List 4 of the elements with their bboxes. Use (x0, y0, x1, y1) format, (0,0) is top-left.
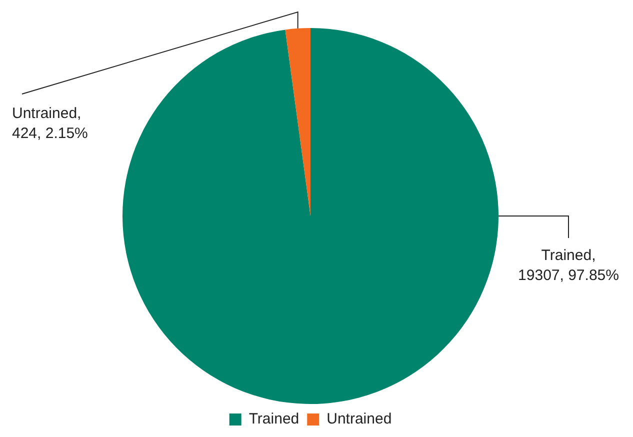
legend-label: Untrained (326, 410, 392, 428)
legend-label: Trained (248, 410, 300, 428)
data-label: Trained, 19307, 97.85% (518, 247, 619, 284)
data-label: Untrained, 424, 2.15% (12, 105, 88, 142)
